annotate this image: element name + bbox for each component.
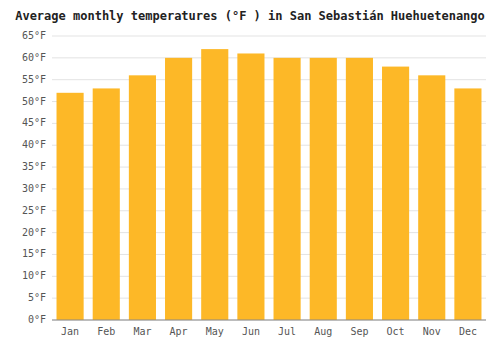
bar: [129, 75, 156, 320]
x-tick-label: Dec: [459, 326, 477, 337]
y-tick-label: 10°F: [22, 270, 46, 281]
y-tick-label: 60°F: [22, 52, 46, 63]
x-tick-label: Jan: [61, 326, 79, 337]
x-axis-line: [52, 320, 486, 321]
bar: [165, 58, 192, 320]
y-tick-label: 55°F: [22, 74, 46, 85]
x-tick-label: Feb: [97, 326, 115, 337]
y-tick-label: 45°F: [22, 117, 46, 128]
y-tick-label: 25°F: [22, 205, 46, 216]
x-tick-label: Jun: [242, 326, 260, 337]
grid: [52, 36, 486, 320]
x-axis: Jan Feb Mar Apr May Jun Jul Aug Sep Oct Nov Dec: [61, 326, 477, 337]
bars: [57, 49, 482, 320]
x-tick-label: Aug: [314, 326, 332, 337]
bar: [274, 58, 301, 320]
y-axis: 0°F 5°F 10°F 15°F 20°F 25°F 30°F 35°F 40°F 45°F 50…: [22, 30, 46, 325]
bar: [418, 75, 445, 320]
y-tick-label: 35°F: [22, 161, 46, 172]
x-tick-label: Apr: [170, 326, 188, 337]
bar: [382, 67, 409, 320]
y-tick-label: 40°F: [22, 139, 46, 150]
x-tick-label: Nov: [423, 326, 441, 337]
grid-line: [52, 57, 486, 58]
chart: Average monthly temperatures (°F ) in Sa…: [0, 0, 500, 350]
bar: [201, 49, 228, 320]
background: [0, 0, 500, 350]
x-tick-label: May: [206, 326, 224, 337]
grid-line: [52, 36, 486, 37]
x-tick-label: Jul: [278, 326, 296, 337]
y-tick-label: 65°F: [22, 30, 46, 41]
bar: [237, 53, 264, 320]
x-tick-label: Sep: [350, 326, 368, 337]
bar: [454, 88, 481, 320]
x-tick-label: Mar: [133, 326, 151, 337]
bar: [57, 93, 84, 320]
y-tick-label: 50°F: [22, 96, 46, 107]
y-tick-label: 30°F: [22, 183, 46, 194]
bar: [93, 88, 120, 320]
bar: [310, 58, 337, 320]
y-tick-label: 5°F: [28, 292, 46, 303]
y-tick-label: 20°F: [22, 227, 46, 238]
title: Average monthly temperatures (°F ) in Sa…: [15, 9, 485, 23]
y-tick-label: 15°F: [22, 248, 46, 259]
x-tick-label: Oct: [387, 326, 405, 337]
grid-line: [52, 320, 486, 321]
bar: [346, 58, 373, 320]
y-tick-label: 0°F: [28, 314, 46, 325]
